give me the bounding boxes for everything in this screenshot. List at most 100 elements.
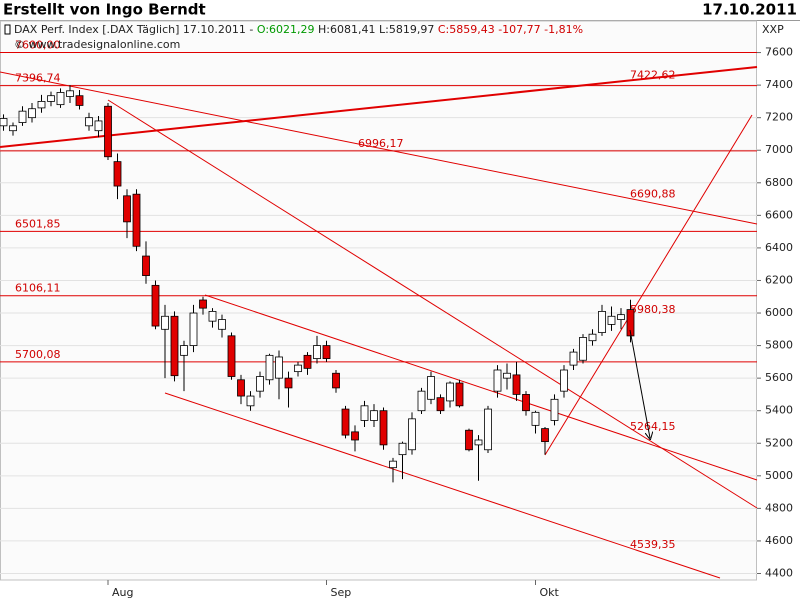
legend-source: © www.tradesignalonline.com: [14, 38, 180, 51]
legend-name: DAX Perf. Index [.DAX Täglich] 17.10.201…: [14, 23, 253, 36]
y-tick-label: 6800: [765, 176, 793, 189]
candle-body: [436, 397, 445, 412]
candle-body: [360, 405, 369, 421]
y-tick-label: 5000: [765, 469, 793, 482]
candle-body: [484, 408, 492, 451]
line-label: 5264,15: [630, 420, 676, 433]
candle-body: [550, 398, 559, 421]
header-title: Erstellt von Ingo Berndt: [3, 1, 206, 19]
candle-body: [256, 376, 264, 392]
y-tick-label: 6400: [765, 241, 793, 254]
axes: 4400 4600 4800 5000 5200 5400 5600 5800 6000 6200…: [107, 46, 793, 599]
candle-body: [56, 92, 65, 106]
candle-body: [588, 333, 597, 342]
candle-body: [351, 431, 359, 441]
candle-body: [199, 299, 207, 309]
candle-body: [370, 410, 378, 421]
candle-body: [493, 369, 502, 392]
legend-high-low: H:6081,41 L:5819,97: [318, 23, 434, 36]
candle-body: [113, 161, 122, 187]
plot-area: [0, 20, 757, 581]
y-tick-label: 7400: [765, 78, 793, 91]
candle-body: [37, 100, 46, 109]
y-tick-label: 4800: [765, 501, 793, 514]
candle-body: [85, 117, 93, 127]
candle-body: [313, 345, 321, 360]
candle-body: [446, 382, 454, 402]
candle-body: [322, 345, 331, 360]
candle-body: [474, 439, 483, 446]
y-tick-label: 6000: [765, 306, 793, 319]
candle-body: [18, 110, 27, 123]
candle-body: [208, 310, 217, 322]
candle-body: [503, 372, 511, 379]
candle-body: [531, 411, 540, 426]
y-tick-label: 5800: [765, 339, 793, 352]
candle-body: [522, 394, 530, 412]
candle-body: [626, 309, 635, 337]
y-unit: XXP: [762, 23, 784, 36]
candle-body: [94, 120, 103, 132]
candle-body: [47, 95, 55, 102]
candle-body: [408, 418, 416, 451]
trendline: [204, 294, 758, 481]
candle-body: [332, 372, 340, 389]
trendline: [0, 66, 758, 148]
y-tick-label: 5400: [765, 404, 793, 417]
candle-body: [398, 442, 407, 456]
candle-body: [0, 118, 8, 127]
candle-body: [66, 90, 74, 97]
level-label: 5700,08: [15, 348, 61, 361]
line-label: 5980,38: [630, 303, 676, 316]
levels: 7600,007396,746996,176501,856106,115700,…: [0, 39, 757, 551]
candle-body: [284, 377, 293, 389]
y-tick-label: 7000: [765, 143, 793, 156]
candle-body: [541, 428, 549, 443]
candle-body: [161, 315, 169, 330]
candle-body: [465, 429, 473, 451]
y-tick-label: 4600: [765, 534, 793, 547]
y-tick-label: 6200: [765, 273, 793, 286]
candle-body: [275, 356, 283, 379]
trendline: [0, 71, 758, 225]
candle-body: [379, 410, 388, 446]
candle-body: [237, 379, 245, 397]
candle-body: [189, 312, 198, 346]
y-tick-label: 7200: [765, 111, 793, 124]
legend-text: DAX Perf. Index [.DAX Täglich] 17.10.201…: [14, 23, 583, 36]
candles: [0, 85, 635, 483]
x-tick-label: Okt: [540, 586, 560, 599]
level-label: 6996,17: [358, 137, 404, 150]
candle-body: [294, 364, 302, 373]
level-label: 7600,00: [15, 39, 61, 52]
arrow: [629, 329, 650, 438]
line-label: 7422,62: [630, 68, 676, 81]
line-label: 4539,35: [630, 538, 676, 551]
candle-body: [265, 354, 274, 381]
candle-body: [303, 354, 312, 369]
level-label: 6501,85: [15, 217, 61, 230]
candle-body: [170, 315, 179, 377]
candle-body: [75, 95, 84, 106]
legend: DAX Perf. Index [.DAX Täglich] 17.10.201…: [4, 23, 583, 51]
candle-body: [389, 460, 397, 469]
candle-body: [227, 335, 236, 377]
header-date: 17.10.2011: [702, 1, 797, 19]
candle-body: [560, 369, 568, 392]
y-tick-label: 6600: [765, 208, 793, 221]
y-tick-label: 5600: [765, 371, 793, 384]
line-label: 6690,88: [630, 188, 676, 201]
legend-open: O:6021,29: [257, 23, 315, 36]
candle-body: [569, 351, 578, 366]
y-tick-label: 7600: [765, 46, 793, 59]
candle-body: [142, 255, 150, 276]
candle-body: [123, 195, 131, 223]
candle-body: [132, 193, 141, 247]
candle-body: [427, 376, 435, 400]
level-label: 6106,11: [15, 282, 61, 295]
legend-close: C:5859,43 -107,77 -1,81%: [438, 23, 583, 36]
trendline: [544, 114, 753, 456]
candle-body: [579, 337, 587, 361]
candle-body: [617, 314, 625, 320]
candle-body: [246, 395, 255, 407]
